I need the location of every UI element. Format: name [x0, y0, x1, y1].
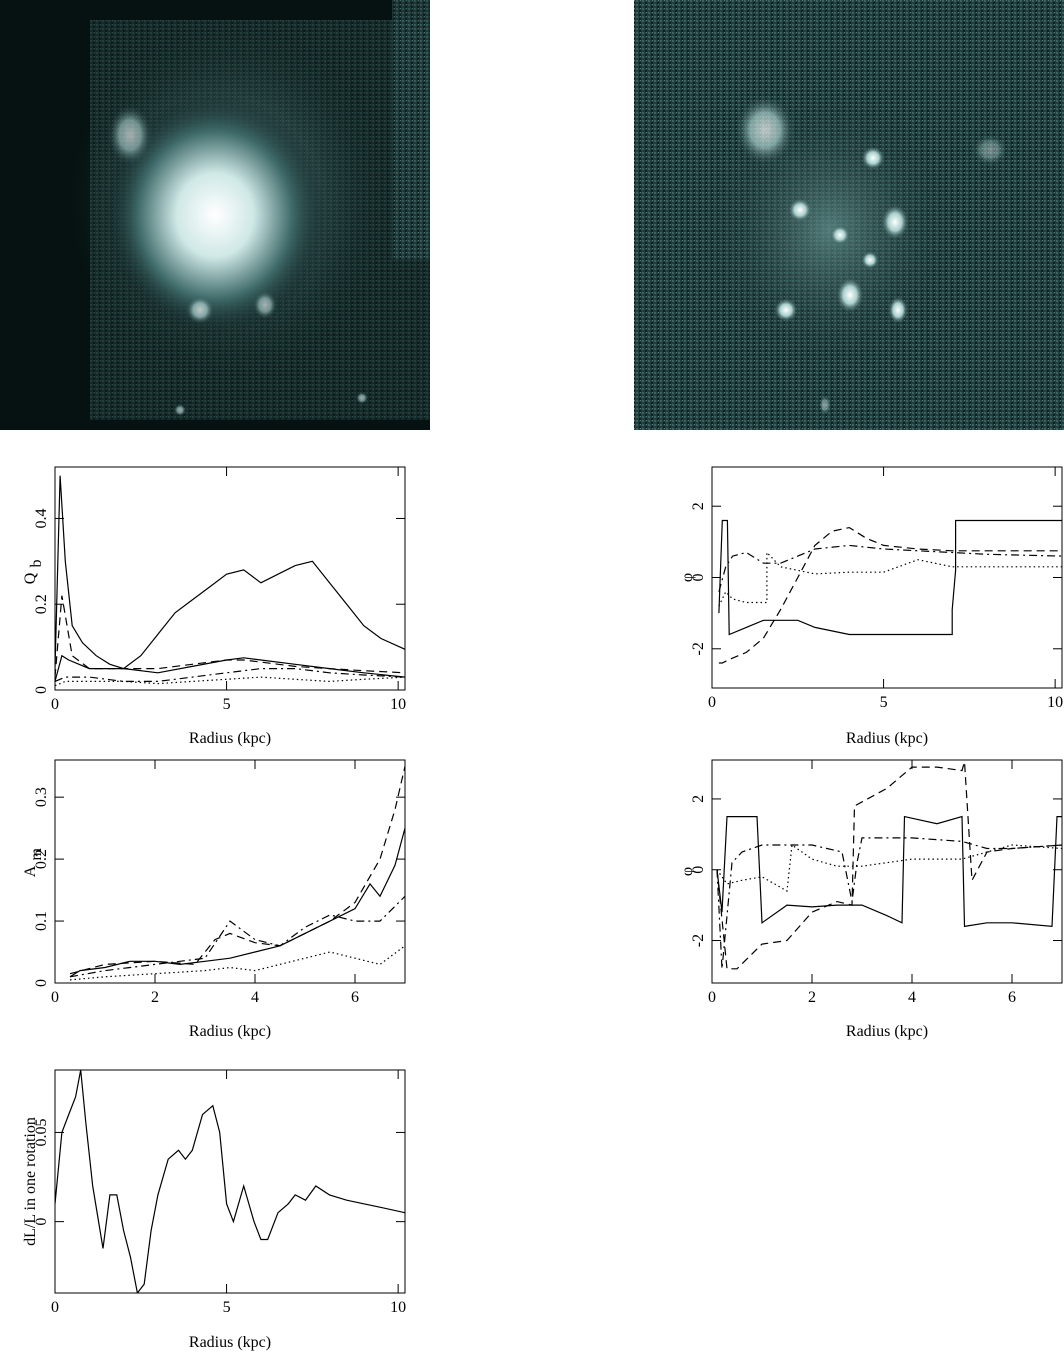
x-tick-label: 0	[708, 694, 716, 711]
plot-frame	[54, 466, 406, 691]
y-tick-label: 0.2	[33, 849, 50, 869]
y-tick-label: 0	[33, 686, 50, 694]
x-tick-label: 4	[251, 989, 259, 1006]
plot-area	[55, 475, 405, 687]
y-axis-label-sub: m	[28, 848, 45, 861]
plot-area	[716, 761, 1062, 970]
x-tick-label: 6	[351, 989, 359, 1006]
y-tick-label: 0	[690, 866, 707, 874]
y-axis-label: φ	[679, 573, 696, 582]
x-tick-label: 2	[151, 989, 159, 1006]
x-tick-label: 5	[880, 694, 888, 711]
x-axis-label: Radius (kpc)	[189, 730, 271, 747]
y-axis-label: A	[22, 865, 39, 877]
data-line	[718, 551, 1062, 607]
x-tick-label: 0	[51, 1299, 59, 1316]
x-axis-label: Radius (kpc)	[846, 1023, 928, 1040]
y-axis-label: Q	[22, 572, 39, 584]
data-line	[55, 676, 405, 687]
data-line	[716, 761, 1062, 970]
y-tick-label: 0.1	[33, 911, 50, 931]
x-tick-label: 10	[390, 1299, 406, 1316]
plot-area	[69, 766, 405, 981]
x-tick-label: 5	[223, 1299, 231, 1316]
image-left	[0, 0, 430, 430]
data-line	[716, 843, 1062, 892]
chart-panel: 0 5 10 0 0.05 Radius (kpc) dL/L in one rotatio…	[22, 1069, 406, 1351]
data-line	[55, 1070, 405, 1293]
y-tick-label: 0.2	[33, 594, 50, 614]
y-tick-label: 0	[33, 979, 50, 987]
y-tick-label: 0.3	[33, 787, 50, 807]
y-axis-label: φ	[679, 867, 696, 876]
data-line	[69, 766, 405, 975]
x-axis-label: Radius (kpc)	[846, 730, 928, 747]
y-tick-label: -2	[690, 934, 707, 947]
plot-area	[55, 1070, 405, 1293]
data-line	[55, 475, 405, 670]
plot-frame	[54, 1069, 406, 1294]
chart-panel: 0 2 4 6 -2 0 2 Radius (kpc) φ	[679, 759, 1063, 1040]
y-tick-label: 0	[33, 1218, 50, 1226]
data-line	[69, 895, 405, 978]
data-line	[55, 654, 405, 682]
plot-frame	[711, 759, 1063, 984]
x-tick-label: 6	[1008, 989, 1016, 1006]
chart-panel: 0 2 4 6 0 0.1 0.2 0.3 Radius (kpc) Am	[22, 759, 406, 1040]
data-line	[718, 519, 1062, 636]
chart-panel: 0 5 10 -2 0 2 Radius (kpc) φ	[679, 466, 1063, 747]
x-tick-label: 10	[390, 696, 406, 713]
data-line	[716, 815, 1062, 928]
x-tick-label: 10	[1047, 694, 1063, 711]
y-tick-label: 0.4	[33, 508, 50, 528]
data-line	[69, 945, 405, 981]
y-tick-label: 2	[690, 502, 707, 510]
data-line	[716, 837, 1062, 969]
x-tick-label: 4	[908, 989, 916, 1006]
y-tick-label: -2	[690, 642, 707, 655]
x-tick-label: 0	[51, 696, 59, 713]
x-tick-label: 5	[223, 696, 231, 713]
y-axis-label-sub: b	[28, 560, 45, 568]
data-line	[718, 526, 1062, 664]
x-tick-label: 0	[51, 989, 59, 1006]
y-axis-label: dL/L in one rotation	[22, 1117, 39, 1246]
x-axis-label: Radius (kpc)	[189, 1023, 271, 1040]
plot-frame	[54, 759, 406, 984]
x-axis-label: Radius (kpc)	[189, 1334, 271, 1351]
image-right	[634, 0, 1064, 430]
x-tick-label: 0	[708, 989, 716, 1006]
y-tick-label: 2	[690, 795, 707, 803]
data-line	[718, 544, 1062, 592]
y-tick-label: 0	[690, 574, 707, 582]
data-line	[55, 595, 405, 678]
y-tick-label: 0.05	[33, 1118, 50, 1146]
data-line	[55, 668, 405, 682]
chart-panel: 0 5 10 0 0.2 0.4 Radius (kpc) Qb	[22, 466, 406, 747]
plot-frame	[711, 466, 1063, 689]
x-tick-label: 2	[808, 989, 816, 1006]
plot-area	[718, 519, 1062, 664]
